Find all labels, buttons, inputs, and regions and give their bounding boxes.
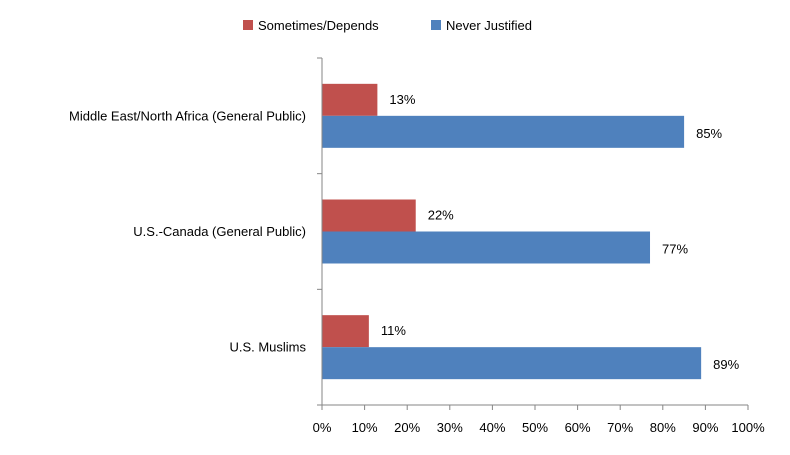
bar-1-1 bbox=[322, 231, 651, 264]
bar-0-0 bbox=[322, 83, 378, 116]
x-tick-label-10: 100% bbox=[731, 420, 765, 435]
data-label-0-0: 13% bbox=[389, 92, 415, 107]
bar-1-2 bbox=[322, 347, 702, 380]
bar-0-1 bbox=[322, 199, 416, 232]
category-label-2: U.S. Muslims bbox=[229, 340, 306, 355]
data-label-0-1: 22% bbox=[428, 208, 454, 223]
x-tick-label-4: 40% bbox=[479, 420, 505, 435]
legend-label-1: Never Justified bbox=[446, 18, 532, 33]
legend: Sometimes/Depends Never Justified bbox=[243, 18, 532, 33]
axes-group: Middle East/North Africa (General Public… bbox=[69, 57, 765, 435]
category-label-1: U.S.-Canada (General Public) bbox=[133, 224, 306, 239]
bar-1-0 bbox=[322, 115, 685, 148]
data-label-0-2: 11% bbox=[381, 323, 406, 338]
bars-group: 13% 85% 22% 77% 11% 89% bbox=[322, 83, 740, 380]
x-tick-label-0: 0% bbox=[313, 420, 332, 435]
x-tick-label-9: 90% bbox=[692, 420, 718, 435]
data-label-1-2: 89% bbox=[713, 357, 739, 372]
data-label-1-1: 77% bbox=[662, 242, 688, 257]
legend-swatch-0 bbox=[243, 20, 253, 30]
x-tick-label-8: 80% bbox=[650, 420, 676, 435]
legend-label-0: Sometimes/Depends bbox=[258, 18, 379, 33]
category-label-0: Middle East/North Africa (General Public… bbox=[69, 108, 306, 123]
x-tick-label-6: 60% bbox=[565, 420, 591, 435]
x-tick-label-5: 50% bbox=[522, 420, 548, 435]
bar-0-2 bbox=[322, 315, 369, 348]
x-tick-label-3: 30% bbox=[437, 420, 463, 435]
x-tick-label-7: 70% bbox=[607, 420, 633, 435]
x-tick-label-1: 10% bbox=[352, 420, 378, 435]
data-label-1-0: 85% bbox=[696, 126, 722, 141]
x-tick-label-2: 20% bbox=[394, 420, 420, 435]
legend-swatch-1 bbox=[431, 20, 441, 30]
